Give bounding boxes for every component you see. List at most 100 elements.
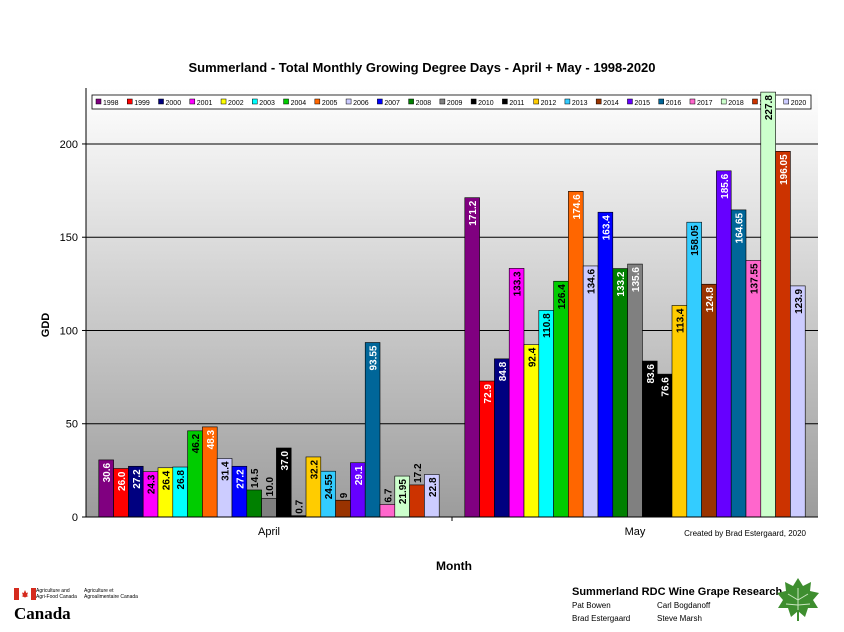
legend-entry: 2018 (728, 100, 744, 107)
bar (553, 280, 569, 518)
legend-swatch (564, 98, 571, 105)
gov-fr-line-2: Agroalimentaire Canada (84, 594, 138, 600)
bar (701, 283, 717, 518)
data-label: 6.7 (383, 488, 394, 502)
y-tick-label: 200 (60, 139, 78, 151)
data-label: 126.4 (557, 284, 568, 309)
bar (730, 209, 747, 518)
data-label: 158.05 (690, 225, 701, 256)
data-label: 14.5 (250, 468, 261, 488)
data-label: 164.65 (735, 212, 746, 243)
data-label: 37.0 (280, 451, 291, 471)
data-label: 72.9 (483, 384, 494, 404)
legend-entry: 2010 (478, 100, 494, 107)
legend: 1998 1999 2000 2001 2002 2003 2004 2005 2006 2007… (91, 94, 812, 110)
legend-swatch (502, 98, 508, 105)
legend-swatch (595, 98, 602, 105)
data-label: 9 (339, 492, 350, 498)
legend-entry: 2006 (353, 100, 369, 107)
bar (409, 484, 425, 518)
bar (671, 305, 688, 518)
bar (716, 170, 732, 518)
bar (335, 499, 351, 518)
legend-entry: 2017 (697, 100, 713, 107)
legend-entry: 2004 (291, 100, 307, 107)
data-label: 26.4 (161, 470, 172, 490)
legend-swatch (470, 98, 477, 105)
bar (775, 151, 791, 518)
data-label: 196.05 (779, 154, 790, 185)
legend-swatch (283, 98, 289, 105)
data-label: 124.8 (705, 287, 716, 312)
legend-swatch (220, 98, 227, 105)
data-label: 31.4 (221, 461, 232, 481)
legend-swatch (252, 98, 258, 105)
bar (464, 197, 480, 518)
data-label: 27.2 (235, 469, 246, 489)
chart-svg: 1998 1999 2000 2001 2002 2003 2004 2005 2006 2007… (40, 88, 818, 573)
data-label: 113.4 (675, 308, 686, 333)
data-label: 46.2 (191, 433, 202, 453)
legend-swatch (533, 98, 539, 105)
legend-entry: 1998 (103, 100, 119, 107)
data-label: 134.6 (587, 269, 598, 294)
bars: 30.6 26.0 27.2 24.3 26.4 26.846.2 48.331.4 27.2… (98, 91, 806, 518)
grape-leaf-icon (777, 578, 819, 621)
legend-box (91, 94, 812, 110)
legend-swatch (127, 98, 133, 105)
gov-fr-line-1: Agriculture et (84, 588, 114, 594)
bar (568, 191, 584, 518)
legend-entry: 2020 (791, 100, 807, 107)
data-label: 135.6 (631, 267, 642, 292)
canada-wordmark: Canada (14, 604, 71, 623)
legend-entry: 2016 (666, 100, 682, 107)
legend-swatch (627, 98, 633, 105)
legend-entry: 2005 (322, 100, 338, 107)
data-label: 48.3 (206, 429, 217, 449)
researcher-name: Brad Estergaard (572, 614, 631, 623)
data-label: 83.6 (646, 364, 657, 384)
legend-entry: 2009 (447, 100, 463, 107)
data-label: 24.55 (324, 474, 335, 499)
axes: 0 50 100 150 200 April May GDD Month Created by B… (40, 88, 818, 573)
legend-swatch (783, 98, 789, 105)
data-label: 174.6 (572, 194, 583, 219)
data-label: 10.0 (265, 476, 276, 496)
legend-entry: 2012 (541, 100, 557, 107)
legend-entry: 2008 (416, 100, 432, 107)
data-label: 22.8 (428, 477, 439, 497)
legend-entry: 2001 (197, 100, 213, 107)
legend-swatch (658, 98, 664, 105)
legend-entry: 2011 (509, 100, 524, 107)
data-label: 133.2 (616, 271, 627, 296)
legend-swatch (439, 98, 446, 105)
bar (494, 358, 510, 518)
data-label: 30.6 (102, 462, 113, 482)
data-label: 110.8 (542, 313, 553, 338)
legend-entry: 2000 (166, 100, 182, 107)
x-tick-label: April (258, 526, 280, 538)
legend-entry: 2002 (228, 100, 244, 107)
legend-entry: 2007 (384, 100, 400, 107)
data-label: 133.3 (513, 271, 524, 296)
bar (597, 211, 614, 518)
bar (523, 344, 540, 518)
data-label: 123.9 (794, 288, 805, 313)
bar (508, 268, 525, 518)
data-label: 163.4 (601, 215, 612, 240)
y-tick-label: 150 (60, 232, 78, 244)
legend-swatch (314, 98, 321, 105)
data-label: 26.0 (117, 471, 128, 491)
legend-swatch (752, 98, 758, 105)
chart-title: Summerland - Total Monthly Growing Degre… (188, 60, 656, 75)
legend-swatch (720, 98, 727, 105)
y-tick-label: 50 (66, 419, 78, 431)
bar (686, 221, 702, 518)
legend-swatch (689, 98, 696, 105)
legend-entry: 2014 (603, 100, 619, 107)
bar (760, 91, 776, 518)
researcher-name: Steve Marsh (657, 614, 702, 623)
gov-name-fr: Agriculture et Agroalimentaire Canada (84, 588, 138, 600)
canada-flag-icon (14, 588, 36, 600)
y-axis-label: GDD (40, 313, 52, 338)
